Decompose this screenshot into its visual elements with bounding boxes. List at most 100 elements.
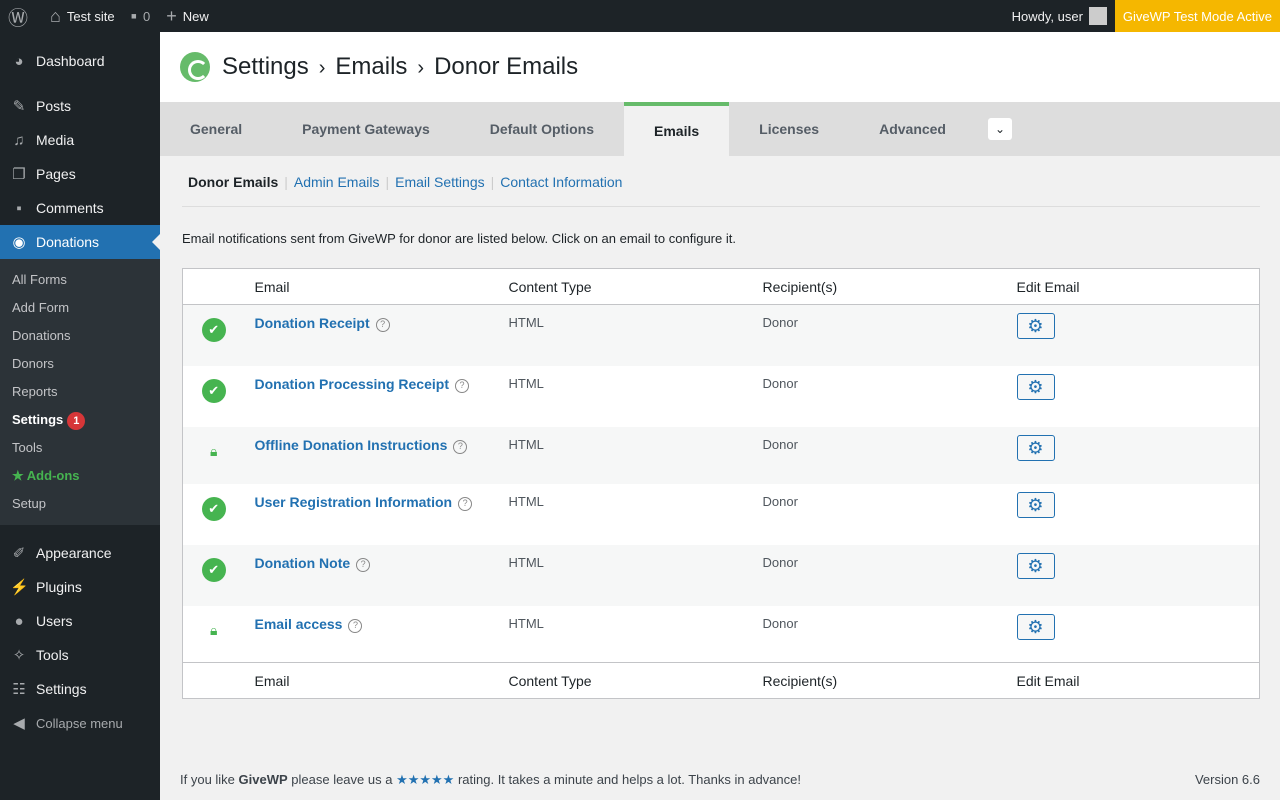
sidebar-item-donations[interactable]: ◉ Donations	[0, 225, 160, 259]
label: Settings	[36, 681, 87, 697]
submenu-donations[interactable]: Donations	[12, 328, 71, 343]
col-edit-email: Edit Email	[1006, 662, 1260, 699]
footer: If you like GiveWP please leave us a ★★★…	[180, 772, 1260, 788]
sidebar-item-settings[interactable]: ☷ Settings	[0, 672, 160, 706]
rating-link[interactable]: ★★★★★	[396, 772, 455, 787]
sidebar-item-comments[interactable]: ▪ Comments	[0, 191, 160, 225]
edit-email-gear-icon[interactable]: ⚙	[1016, 434, 1055, 461]
test-mode-badge[interactable]: GiveWP Test Mode Active	[1114, 0, 1280, 32]
help-icon[interactable]: ?	[453, 439, 468, 454]
subnav-contact-information[interactable]: Contact Information	[500, 174, 623, 190]
submenu-reports[interactable]: Reports	[12, 384, 58, 399]
sidebar-item-posts[interactable]: ✎ Posts	[0, 89, 160, 123]
page-title: Settings › Emails › Donor Emails	[222, 53, 579, 80]
lock-icon: 🔒︎	[210, 621, 218, 638]
table-row: ✔ Donation Processing Receipt? HTML Dono…	[183, 366, 1260, 427]
notification-badge: 1	[67, 412, 86, 430]
comments-link[interactable]: ▪ 0	[123, 0, 159, 32]
content-type: HTML	[498, 304, 753, 366]
new-link[interactable]: + New	[158, 0, 217, 32]
givewp-icon: ◉	[12, 234, 26, 251]
subnav-email-settings[interactable]: Email Settings	[395, 174, 485, 190]
collapse-menu-button[interactable]: ◀ Collapse menu	[0, 706, 160, 740]
email-name-link[interactable]: Donation Processing Receipt	[254, 375, 449, 392]
help-icon[interactable]: ?	[348, 618, 363, 633]
email-name-link[interactable]: Email access	[254, 615, 343, 632]
emails-table: Email Content Type Recipient(s) Edit Ema…	[182, 268, 1260, 699]
new-label: New	[182, 8, 209, 24]
comment-icon: ▪	[16, 199, 22, 217]
email-name-link[interactable]: Offline Donation Instructions	[254, 436, 448, 453]
star-icon: ★	[12, 468, 27, 483]
sidebar-item-dashboard[interactable]: ◕ Dashboard	[0, 44, 160, 78]
enabled-check-icon[interactable]: ✔	[201, 496, 226, 521]
subnav-donor-emails[interactable]: Donor Emails	[188, 174, 279, 190]
submenu-add-form[interactable]: Add Form	[12, 300, 70, 315]
sidebar-item-pages[interactable]: ❐ Pages	[0, 157, 160, 191]
comment-count: 0	[142, 8, 151, 24]
edit-email-gear-icon[interactable]: ⚙	[1016, 491, 1055, 518]
recipient: Donor	[762, 493, 798, 509]
help-icon[interactable]: ?	[454, 378, 469, 393]
enabled-check-icon[interactable]: ✔	[201, 378, 226, 403]
col-email: Email	[244, 662, 499, 699]
tab-default-options[interactable]: Default Options	[489, 121, 594, 137]
dashboard-icon: ◕	[14, 52, 24, 70]
submenu-add-ons[interactable]: ★ Add-ons	[0, 462, 160, 490]
donations-submenu: All Forms Add Form Donations Donors Repo…	[0, 259, 160, 525]
email-name-link[interactable]: Donation Receipt	[254, 315, 370, 331]
label: Media	[36, 132, 75, 148]
label: Appearance	[36, 545, 112, 561]
label: Donations	[36, 234, 100, 250]
sidebar-item-media[interactable]: ♫ Media	[0, 123, 160, 157]
help-icon[interactable]: ?	[375, 318, 390, 332]
more-tabs-chevron-down-icon[interactable]: ⌄	[988, 118, 1012, 140]
tab-emails[interactable]: Emails	[624, 102, 730, 156]
enabled-check-icon[interactable]: ✔	[201, 557, 226, 582]
content-type: HTML	[498, 426, 753, 484]
tab-licenses[interactable]: Licenses	[759, 121, 820, 137]
sidebar-item-appearance[interactable]: ✐ Appearance	[0, 536, 160, 570]
table-row: ✔ User Registration Information? HTML Do…	[183, 484, 1260, 545]
sidebar-item-users[interactable]: ● Users	[0, 604, 160, 638]
site-link[interactable]: ⌂ Test site	[42, 0, 123, 32]
content-type: HTML	[508, 615, 544, 631]
plus-icon: +	[166, 5, 177, 26]
brush-icon: ✐	[12, 545, 26, 562]
col-content-type: Content Type	[498, 662, 753, 699]
submenu-all-forms[interactable]: All Forms	[12, 272, 67, 287]
wordpress-logo-icon[interactable]: Ⓦ	[8, 7, 28, 30]
tab-payment-gateways[interactable]: Payment Gateways	[302, 121, 430, 137]
submenu-tools[interactable]: Tools	[12, 440, 43, 455]
subnav-admin-emails[interactable]: Admin Emails	[293, 174, 380, 190]
submenu-setup[interactable]: Setup	[12, 496, 46, 511]
givewp-logo-icon	[180, 52, 210, 82]
sidebar-item-tools[interactable]: ✧ Tools	[0, 638, 160, 672]
media-icon: ♫	[13, 131, 25, 149]
col-recipients: Recipient(s)	[752, 268, 1007, 305]
help-icon[interactable]: ?	[458, 496, 473, 511]
edit-email-gear-icon[interactable]: ⚙	[1016, 373, 1055, 400]
tab-general[interactable]: General	[190, 121, 243, 137]
submenu-donors[interactable]: Donors	[12, 356, 54, 371]
description: Email notifications sent from GiveWP for…	[182, 231, 736, 246]
col-content-type: Content Type	[498, 268, 753, 305]
edit-email-gear-icon[interactable]: ⚙	[1016, 313, 1055, 339]
recipient: Donor	[752, 544, 1007, 606]
table-row: 🔒︎ Email access? HTML Donor ⚙	[183, 606, 1260, 663]
content-type: HTML	[508, 493, 544, 509]
tab-advanced[interactable]: Advanced	[879, 121, 946, 137]
help-icon[interactable]: ?	[356, 557, 371, 572]
edit-email-gear-icon[interactable]: ⚙	[1016, 613, 1055, 640]
plugin-icon: ⚡	[10, 579, 29, 596]
recipient: Donor	[752, 304, 1007, 366]
enabled-check-icon[interactable]: ✔	[201, 318, 226, 342]
email-name-link[interactable]: Donation Note	[254, 554, 351, 571]
sidebar-item-plugins[interactable]: ⚡ Plugins	[0, 570, 160, 604]
label: Users	[36, 613, 73, 629]
account-menu[interactable]: Howdy, user	[1004, 0, 1115, 32]
edit-email-gear-icon[interactable]: ⚙	[1016, 552, 1055, 579]
table-row: ✔ Donation Note? HTML Donor ⚙	[182, 544, 1260, 606]
email-name-link[interactable]: User Registration Information	[254, 493, 453, 510]
submenu-settings[interactable]: Settings 1	[0, 406, 160, 434]
